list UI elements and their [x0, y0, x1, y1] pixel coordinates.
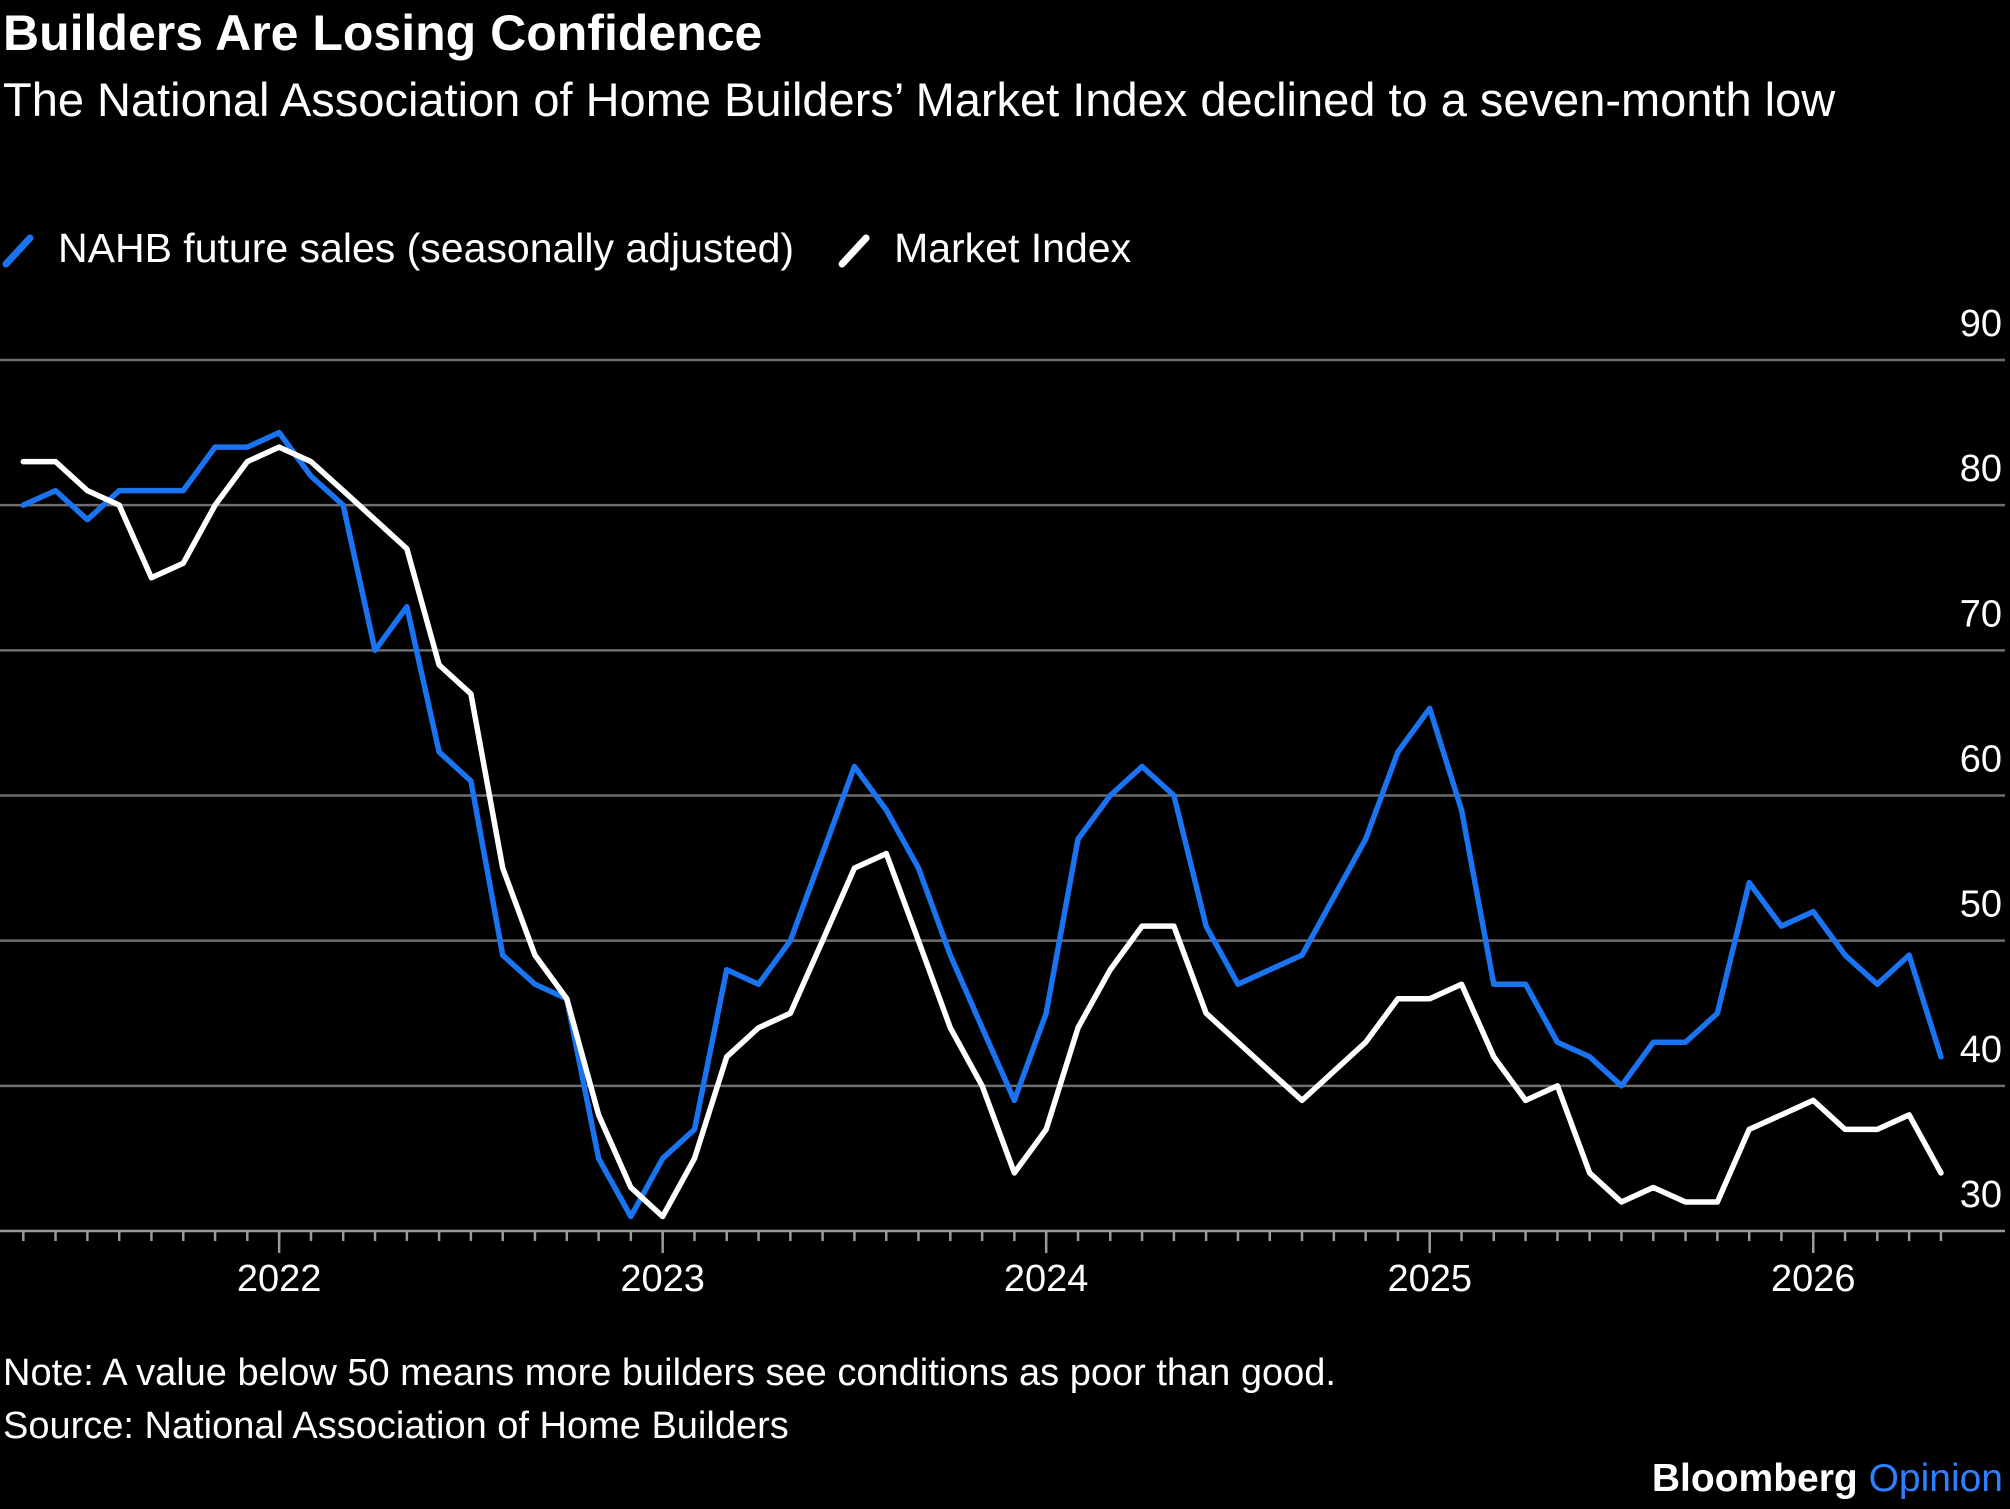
y-tick-label: 90 [1960, 303, 2002, 345]
legend-label: NAHB future sales (seasonally adjusted) [58, 225, 794, 271]
data-line [20, 444, 1944, 1220]
x-tick-label: 2022 [237, 1258, 322, 1300]
y-tick-label: 30 [1960, 1174, 2002, 1216]
chart-subtitle: The National Association of Home Builder… [3, 73, 1836, 126]
y-tick-label: 80 [1960, 448, 2002, 490]
y-tick-label: 50 [1960, 884, 2002, 926]
y-tick-label: 60 [1960, 739, 2002, 781]
y-tick-label: 70 [1960, 593, 2002, 635]
legend-swatch [838, 234, 870, 268]
logo-accent: Opinion [1869, 1457, 2003, 1500]
chart-title: Builders Are Losing Confidence [3, 5, 763, 61]
logo-text: Bloomberg [1652, 1457, 1858, 1500]
chart-source: Source: National Association of Home Bui… [3, 1405, 789, 1447]
x-tick-label: 2023 [620, 1258, 705, 1300]
y-tick-label: 40 [1960, 1029, 2002, 1071]
x-tick-label: 2026 [1771, 1258, 1856, 1300]
logo: Bloomberg Opinion [1652, 1457, 2003, 1500]
x-tick-label: 2025 [1387, 1258, 1472, 1300]
legend-label: Market Index [894, 225, 1131, 271]
data-line [20, 429, 1944, 1220]
legend-swatch [2, 234, 34, 268]
chart-note: Note: A value below 50 means more builde… [3, 1352, 1336, 1394]
x-tick-label: 2024 [1004, 1258, 1089, 1300]
